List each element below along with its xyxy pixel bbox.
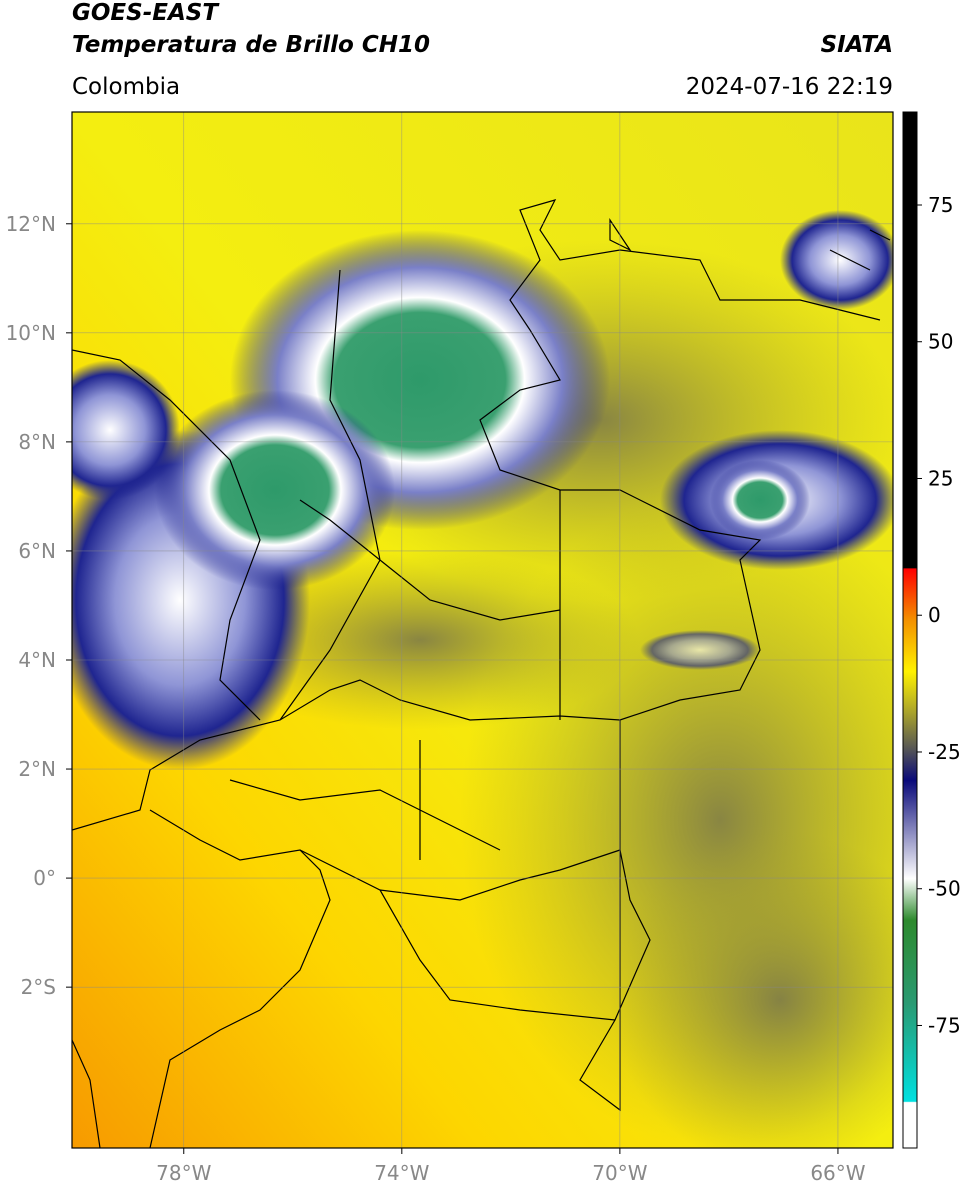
colorbar-tick-label: 75: [928, 193, 953, 217]
y-tick-label: 6°N: [18, 539, 56, 563]
y-tick-label: 10°N: [6, 321, 56, 345]
colorbar-tick-label: 25: [928, 466, 953, 490]
subtitle: Temperatura de Brillo CH10: [72, 32, 430, 58]
x-tick-label: 74°W: [374, 1161, 429, 1185]
x-tick-label: 78°W: [156, 1161, 211, 1185]
title: GOES-EAST: [72, 0, 220, 26]
colorbar-tick-label: -25: [928, 740, 961, 764]
x-tick-label: 66°W: [810, 1161, 865, 1185]
y-tick-label: 2°N: [18, 757, 56, 781]
timestamp: 2024-07-16 22:19: [686, 74, 893, 100]
colorbar-tick-label: 50: [928, 330, 953, 354]
y-tick-label: 0°: [33, 866, 56, 890]
axes: 78°W 74°W 70°W 66°W 12°N 10°N 8°N 6°N 4°N 2°N 0° 2°…: [6, 193, 961, 1185]
y-tick-label: 2°S: [21, 975, 56, 999]
x-tick-label: 70°W: [592, 1161, 647, 1185]
colorbar-tick-label: -75: [928, 1013, 961, 1037]
y-tick-label: 4°N: [18, 648, 56, 672]
colorbar: [902, 111, 918, 1149]
region: Colombia: [72, 74, 180, 100]
y-tick-label: 8°N: [18, 430, 56, 454]
map-frame: [71, 111, 894, 1149]
colorbar-tick-label: 0: [928, 603, 941, 627]
colorbar-tick-label: -50: [928, 877, 961, 901]
graticule: [72, 112, 893, 1148]
y-tick-label: 12°N: [6, 212, 56, 236]
source: SIATA: [821, 32, 893, 58]
satellite-image: [72, 112, 893, 1148]
